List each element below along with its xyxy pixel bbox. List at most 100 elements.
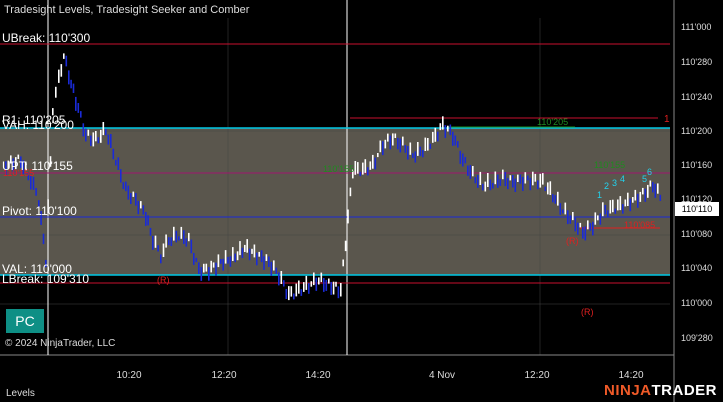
price-bar xyxy=(100,129,102,143)
price-bar xyxy=(522,177,524,191)
price-bar xyxy=(537,180,539,190)
price-bar xyxy=(160,254,162,264)
price-bar xyxy=(80,111,82,118)
price-bar xyxy=(278,272,280,286)
price-bar xyxy=(422,150,424,158)
time-axis-label: 12:20 xyxy=(211,370,237,381)
price-bar xyxy=(412,153,414,159)
price-bar xyxy=(389,135,392,150)
price-bar xyxy=(587,220,589,230)
price-bar xyxy=(178,236,180,241)
price-bar xyxy=(248,248,251,261)
price-bar xyxy=(220,259,222,264)
price-bar xyxy=(642,187,644,195)
price-bar xyxy=(569,215,572,224)
annotation-label-e: 110'085 xyxy=(624,220,655,230)
price-bar xyxy=(647,184,649,198)
price-bar xyxy=(549,181,552,195)
price-bar xyxy=(125,181,127,192)
price-bar xyxy=(310,281,313,287)
price-bar xyxy=(328,278,330,284)
price-bar xyxy=(195,257,198,263)
price-bar xyxy=(193,253,195,265)
price-bar xyxy=(273,260,275,271)
price-bar xyxy=(579,222,582,228)
price-axis-label: 110'160 xyxy=(681,160,713,170)
price-bar xyxy=(504,172,507,186)
price-bar xyxy=(165,234,167,248)
price-bar xyxy=(449,124,452,136)
price-bar xyxy=(464,157,467,164)
price-bar xyxy=(377,153,379,158)
price-bar xyxy=(582,227,584,239)
r1-label: R1: 110'205 xyxy=(2,113,66,127)
levels-tab[interactable]: Levels xyxy=(6,388,35,399)
time-axis-label: 10:20 xyxy=(116,370,142,381)
price-bar xyxy=(349,187,352,197)
time-axis-label: 4 Nov xyxy=(428,370,456,381)
price-bar xyxy=(115,159,117,166)
price-bar xyxy=(577,222,579,235)
price-bar xyxy=(173,226,175,241)
price-bar xyxy=(607,210,609,218)
price-bar xyxy=(617,199,619,211)
price-bar xyxy=(42,233,45,245)
price-bar xyxy=(507,178,509,190)
price-bar xyxy=(52,108,54,116)
price-bar xyxy=(145,212,147,226)
price-bar xyxy=(40,211,42,225)
price-bar xyxy=(330,282,332,295)
price-bar xyxy=(594,212,597,225)
price-axis-label: 110'080 xyxy=(681,229,713,239)
price-bar xyxy=(290,286,293,297)
price-bar xyxy=(467,165,469,176)
price-bar xyxy=(409,142,412,155)
price-bar xyxy=(649,180,652,187)
price-bar xyxy=(224,250,227,264)
price-bar xyxy=(25,161,27,171)
price-bar xyxy=(547,182,549,195)
current-price-tag: 110'110 xyxy=(675,202,719,216)
price-bar xyxy=(222,258,224,271)
price-bar xyxy=(372,154,374,169)
price-bar xyxy=(414,151,417,163)
price-bar xyxy=(357,162,359,174)
price-bar xyxy=(127,185,130,200)
price-bar xyxy=(212,262,215,268)
price-bar xyxy=(474,177,477,184)
price-bar xyxy=(614,208,617,214)
price-bar xyxy=(524,172,527,184)
price-bar xyxy=(624,199,627,207)
price-bar xyxy=(619,196,622,211)
price-axis-label: 110'000 xyxy=(681,298,713,308)
price-bar xyxy=(122,182,125,190)
price-bar xyxy=(529,177,532,191)
price-bar xyxy=(188,232,190,242)
price-bar xyxy=(352,169,354,179)
price-bar xyxy=(102,122,105,136)
copyright-text: © 2024 NinjaTrader, LLC xyxy=(5,338,116,349)
price-bar xyxy=(112,148,115,160)
price-bar xyxy=(459,150,462,164)
price-bar xyxy=(572,212,574,221)
price-bar xyxy=(367,167,369,176)
price-bar xyxy=(484,181,487,192)
price-bars xyxy=(5,53,662,301)
price-bar xyxy=(303,282,305,292)
price-bar xyxy=(604,205,607,215)
pc-button[interactable]: PC xyxy=(6,309,44,333)
price-bar xyxy=(268,256,270,267)
price-bar xyxy=(10,155,12,164)
price-bar xyxy=(609,200,612,214)
price-bar xyxy=(564,202,567,215)
price-bar xyxy=(180,226,183,239)
time-axis-label: 14:20 xyxy=(305,370,331,381)
price-bar xyxy=(612,199,614,213)
price-bar xyxy=(325,279,328,291)
price-bar xyxy=(332,281,335,295)
price-bar xyxy=(198,262,200,274)
price-bar xyxy=(318,277,320,285)
price-bar xyxy=(244,244,246,252)
price-bar xyxy=(49,156,52,167)
